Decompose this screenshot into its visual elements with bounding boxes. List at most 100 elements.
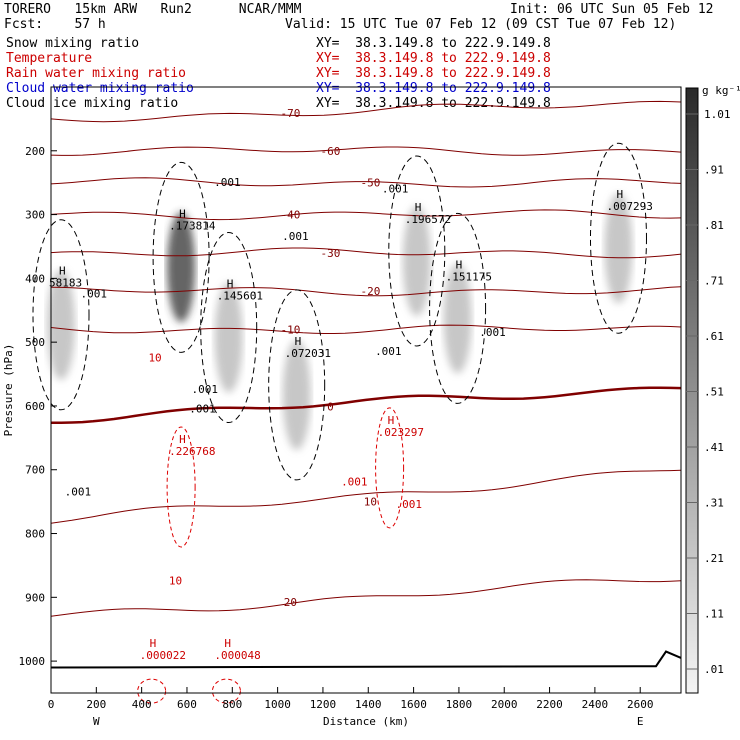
temperature-label-9: 20	[284, 596, 297, 609]
y-tick-label-5: 700	[25, 464, 45, 477]
init-time: Init: 06 UTC Sun 05 Feb 12	[510, 2, 714, 17]
field-name-rain: Rain water mixing ratio	[6, 66, 187, 81]
snow-max-label-3: .072031	[285, 347, 331, 360]
contour-label-8: .001	[65, 485, 92, 498]
colorbar-label-9: .91	[704, 164, 724, 177]
field-name-snow: Snow mixing ratio	[6, 36, 140, 51]
x-tick-label-11: 2200	[536, 698, 563, 711]
contour-label-2: .001	[382, 182, 409, 195]
field-xy-snow: XY= 38.3.149.8 to 222.9.149.8	[316, 36, 551, 51]
x-tick-label-1: 200	[86, 698, 106, 711]
snow-contour-6	[589, 142, 647, 334]
x-tick-label-6: 1200	[310, 698, 337, 711]
model-title: TORERO 15km ARW Run2 NCAR/MMM	[4, 2, 302, 17]
x-tick-label-12: 2400	[582, 698, 609, 711]
temperature-contour-8	[50, 469, 682, 524]
contour-label-3: .001	[80, 288, 107, 301]
contour-label-6: .001	[192, 383, 219, 396]
x-tick-label-7: 1400	[355, 698, 382, 711]
field-xy-rain: XY= 38.3.149.8 to 222.9.149.8	[316, 66, 551, 81]
snow-max-h-2: H	[227, 278, 234, 291]
y-tick-label-3: 500	[25, 336, 45, 349]
y-axis: 200 300 400 500 600 700 800 900 1000 Pressure (hP…	[2, 145, 57, 668]
x-tick-label-9: 1800	[446, 698, 473, 711]
contour-label-9: .001	[341, 476, 368, 489]
snow-contour-1	[152, 161, 210, 353]
colorbar-label-4: .41	[704, 441, 724, 454]
temperature-contour-9	[50, 579, 682, 617]
colorbar-label-7: .71	[704, 275, 724, 288]
snow-plume-4	[402, 205, 431, 316]
colorbar-label-1: .11	[704, 608, 724, 621]
contour-labels: H58183H.173814H.145601H.072031H.196572H.…	[49, 176, 682, 669]
snow-max-h-1: H	[179, 207, 186, 220]
x-tick-label-4: 800	[222, 698, 242, 711]
rain-contour-1	[375, 407, 405, 529]
rain-contour-3	[211, 678, 241, 704]
colorbar-label-8: .81	[704, 219, 724, 232]
contour-label-11: 10	[148, 351, 161, 364]
temperature-label-1: -60	[320, 145, 340, 158]
rain-max-h-2: H	[150, 637, 157, 650]
snow-plume-1	[167, 212, 196, 323]
x-tick-label-8: 1600	[400, 698, 427, 711]
snow-max-label-5: .151175	[446, 270, 492, 283]
snow-plume-6	[604, 193, 633, 304]
temperature-contour-3	[50, 209, 682, 221]
colorbar-rect	[685, 87, 699, 694]
temperature-contour-2	[50, 177, 682, 188]
snow-max-h-4: H	[415, 201, 422, 214]
y-axis-label: Pressure (hPa)	[2, 344, 15, 437]
temperature-label-7: 0	[327, 401, 334, 414]
colorbar: .01 .11 .21 .31 .41 .51 .61 .71 .81 .91 1.01 g kg⁻¹	[685, 84, 740, 694]
mixing-ratio-contours	[32, 142, 647, 704]
rain-max-label-0: .226768	[169, 445, 215, 458]
temperature-contour-6	[50, 324, 682, 334]
field-xy-cloud-water: XY= 38.3.149.8 to 222.9.149.8	[316, 81, 551, 96]
snow-max-label-1: .173814	[169, 219, 216, 232]
rain-max-label-3: .000048	[214, 649, 260, 662]
y-tick-label-2: 400	[25, 272, 45, 285]
y-tick-label-4: 600	[25, 400, 45, 413]
x-tick-label-3: 600	[177, 698, 197, 711]
colorbar-label-10: 1.01	[704, 108, 731, 121]
snow-plume-3	[282, 339, 311, 450]
rain-max-h-3: H	[224, 637, 231, 650]
x-tick-label-10: 2000	[491, 698, 518, 711]
colorbar-label-6: .61	[704, 330, 724, 343]
colorbar-label-3: .31	[704, 497, 724, 510]
temperature-contour-5	[50, 286, 682, 297]
temperature-contour-7	[51, 386, 682, 424]
rain-max-label-2: .000022	[140, 649, 186, 662]
snow-max-h-6: H	[616, 188, 623, 201]
temperature-label-6: -10	[280, 323, 300, 336]
x-tick-label-5: 1000	[264, 698, 291, 711]
rain-max-h-0: H	[179, 433, 186, 446]
colorbar-label-0: .01	[704, 663, 724, 676]
contour-label-4: .001	[375, 345, 402, 358]
snow-max-label-6: .007293	[606, 200, 652, 213]
valid-time: Valid: 15 UTC Tue 07 Feb 12 (09 CST Tue …	[285, 17, 677, 32]
rain-max-label-1: .023297	[378, 426, 424, 439]
temperature-contour-4	[50, 247, 682, 259]
snow-contour-5	[429, 212, 487, 404]
snow-plume-0	[47, 269, 75, 380]
temperature-label-2: -50	[360, 177, 380, 190]
snow-plume-2	[214, 282, 243, 393]
field-name-cloud-ice: Cloud ice mixing ratio	[6, 96, 179, 111]
contour-label-1: .001	[282, 230, 309, 243]
field-xy-temperature: XY= 38.3.149.8 to 222.9.149.8	[316, 51, 551, 66]
x-tick-label-13: 2600	[627, 698, 654, 711]
colorbar-unit: g kg⁻¹	[702, 84, 740, 97]
west-label: W	[93, 715, 100, 728]
snow-max-h-3: H	[295, 335, 302, 348]
colorbar-label-2: .21	[704, 552, 724, 565]
rain-contour-0	[166, 426, 196, 548]
y-tick-label-1: 300	[25, 209, 45, 222]
x-axis: 0 200 400 600 800 1000 1200 1400 1600 1800 2000 220…	[48, 687, 654, 728]
snow-max-label-2: .145601	[217, 290, 263, 303]
east-label: E	[637, 715, 644, 728]
forecast-hour: Fcst: 57 h	[4, 17, 106, 32]
snow-contour-2	[200, 232, 258, 424]
